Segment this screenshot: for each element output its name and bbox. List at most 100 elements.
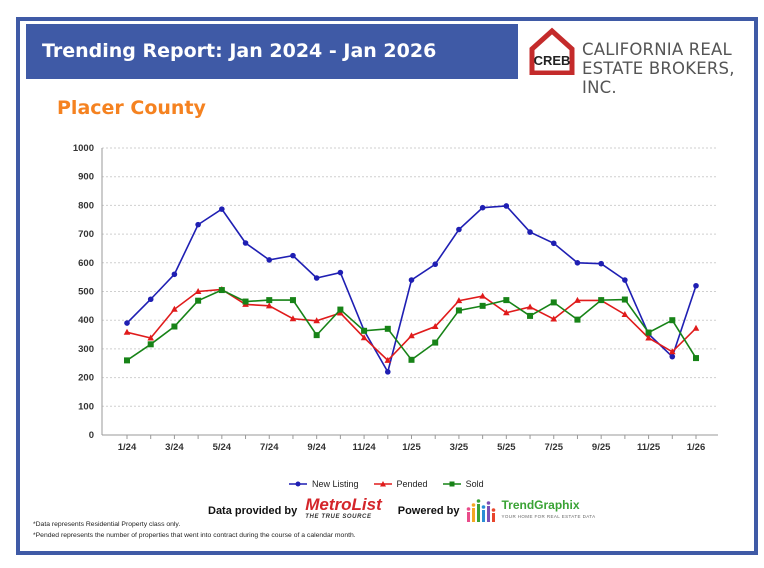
y-tick-label: 900 xyxy=(78,172,94,183)
trendgraphix-tagline: YOUR HOME FOR REAL ESTATE DATA xyxy=(501,514,596,519)
new-listing-point xyxy=(527,229,533,235)
sold-point xyxy=(432,339,439,346)
sold-point xyxy=(361,327,368,334)
y-tick-label: 600 xyxy=(78,258,94,269)
y-tick-label: 800 xyxy=(78,200,94,211)
sold-point xyxy=(242,298,249,305)
legend-item-new-listing: New Listing xyxy=(288,479,359,489)
report-title: Trending Report: Jan 2024 - Jan 2026 xyxy=(26,24,518,79)
legend-item-sold: Sold xyxy=(442,479,484,489)
pended-point xyxy=(360,334,368,341)
sold-point xyxy=(171,323,178,330)
legend-label-pended: Pended xyxy=(396,479,428,489)
y-tick-label: 400 xyxy=(78,315,94,326)
pended-point xyxy=(645,334,652,341)
new-listing-point xyxy=(503,203,510,209)
new-listing-point xyxy=(550,240,557,247)
line-chart: 0 100 200 300 400 500 600 700 800 900 1000 1/24 3/24… xyxy=(73,143,718,453)
footer-credits: Data provided by MetroList THE TRUE SOUR… xyxy=(208,495,596,524)
company-name-line1: CALIFORNIA REAL xyxy=(582,40,732,59)
new-listing-point xyxy=(195,221,201,228)
sold-point xyxy=(337,306,344,313)
sold-point xyxy=(527,312,534,319)
powered-by-label: Powered by xyxy=(397,505,460,517)
legend-item-pended: Pended xyxy=(373,479,428,489)
pended-point xyxy=(289,315,297,322)
pended-point xyxy=(574,296,581,303)
pended-point xyxy=(479,292,486,299)
new-listing-point xyxy=(266,257,273,263)
metrolist-name: MetroList xyxy=(305,495,382,514)
sold-point xyxy=(384,325,391,332)
sold-point xyxy=(455,307,462,314)
trendgraphix-logo-icon xyxy=(466,499,495,522)
pended-point xyxy=(526,303,534,310)
trendgraphix-logo: TrendGraphix YOUR HOME FOR REAL ESTATE D… xyxy=(501,498,596,522)
company-name: CALIFORNIA REAL ESTATE BROKERS, INC. xyxy=(582,40,764,97)
x-tick-label: 1/25 xyxy=(402,442,421,453)
new-listing-point xyxy=(408,277,415,283)
sold-point xyxy=(479,302,486,309)
creb-logo-icon: CREB xyxy=(529,27,575,75)
y-tick-label: 1000 xyxy=(73,143,94,154)
sold-point xyxy=(669,317,676,324)
new-listing-point xyxy=(171,271,178,278)
sold-point xyxy=(550,299,557,306)
new-listing-point xyxy=(384,369,391,375)
footnote-data: *Data represents Residential Property cl… xyxy=(33,521,181,528)
chart-title: Placer County xyxy=(57,97,206,119)
y-tick-label: 0 xyxy=(89,430,94,441)
report-frame xyxy=(16,17,758,555)
sold-point xyxy=(218,287,225,294)
data-provided-label: Data provided by xyxy=(208,505,298,517)
pended-point xyxy=(147,334,155,341)
legend-swatch-new-listing xyxy=(289,481,307,487)
sold-point xyxy=(598,297,605,304)
x-tick-label: 5/25 xyxy=(497,442,516,453)
new-listing-point xyxy=(147,296,154,303)
x-tick-label: 9/24 xyxy=(307,442,326,453)
pended-point xyxy=(408,332,415,339)
pended-point xyxy=(668,348,676,355)
sold-point xyxy=(289,297,296,304)
sold-point xyxy=(503,297,510,304)
sold-point xyxy=(313,332,320,339)
sold-point xyxy=(195,297,202,304)
new-listing-point xyxy=(622,277,628,283)
sold-point xyxy=(147,341,154,348)
x-tick-label: 3/25 xyxy=(450,442,469,453)
sold-point xyxy=(621,296,628,303)
sold-point xyxy=(574,316,581,323)
x-tick-label: 1/26 xyxy=(687,442,706,453)
new-listing-point xyxy=(456,226,462,233)
new-listing-point xyxy=(574,260,581,266)
legend-swatch-pended xyxy=(373,481,392,487)
metrolist-tagline: THE TRUE SOURCE xyxy=(305,514,372,520)
x-tick-label: 3/24 xyxy=(165,442,184,453)
creb-logo-text: CREB xyxy=(534,53,571,68)
sold-point xyxy=(693,355,699,362)
new-listing-point xyxy=(337,269,344,276)
sold-point xyxy=(645,329,652,336)
pended-point xyxy=(265,302,273,309)
new-listing-point xyxy=(290,252,296,259)
sold-point xyxy=(408,356,415,363)
new-listing-point xyxy=(124,320,130,326)
trendgraphix-name: TrendGraphix xyxy=(501,498,580,512)
company-name-line2: ESTATE BROKERS, INC. xyxy=(582,59,735,97)
y-tick-label: 200 xyxy=(78,373,94,384)
pended-point xyxy=(621,310,629,317)
pended-point xyxy=(384,356,392,363)
new-listing-point xyxy=(432,261,439,268)
new-listing-point xyxy=(693,282,699,289)
y-tick-label: 100 xyxy=(78,401,94,412)
pended-point xyxy=(550,315,558,322)
new-listing-point xyxy=(313,275,320,281)
new-listing-line xyxy=(126,205,697,374)
y-tick-label: 500 xyxy=(78,287,94,298)
legend-swatch-sold xyxy=(442,481,461,487)
pended-point xyxy=(431,323,439,330)
new-listing-point xyxy=(479,204,486,211)
sold-point xyxy=(124,357,130,364)
x-tick-label: 7/24 xyxy=(260,442,279,453)
